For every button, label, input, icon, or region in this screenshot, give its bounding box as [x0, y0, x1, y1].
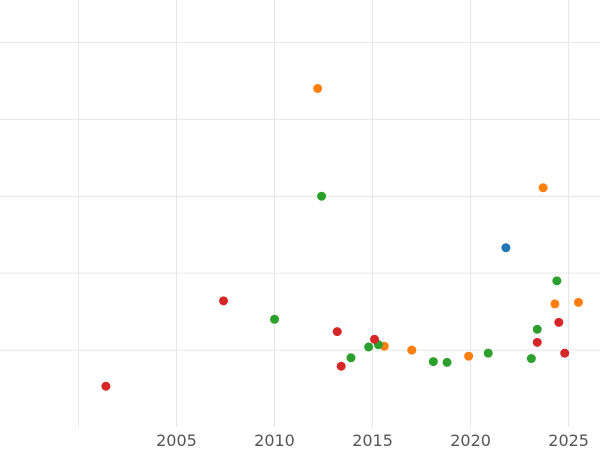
- data-point: [428, 357, 438, 367]
- data-point: [313, 83, 323, 93]
- data-point: [317, 191, 327, 201]
- data-point: [336, 361, 346, 371]
- data-point: [526, 354, 536, 364]
- data-point: [550, 299, 560, 309]
- data-point: [573, 297, 583, 307]
- data-point: [483, 348, 493, 358]
- x-tick-label: 2025: [548, 431, 589, 450]
- data-point: [552, 276, 562, 286]
- data-point: [501, 243, 511, 253]
- x-tick-label: 2010: [254, 431, 295, 450]
- data-point: [560, 348, 570, 358]
- data-point: [464, 351, 474, 361]
- x-tick-label: 2020: [450, 431, 491, 450]
- data-point: [101, 381, 111, 391]
- data-point: [538, 183, 548, 193]
- data-points: [101, 83, 583, 391]
- x-tick-label: 2015: [352, 431, 393, 450]
- data-point: [532, 337, 542, 347]
- data-point: [346, 353, 356, 363]
- data-point: [370, 334, 380, 344]
- data-point: [364, 342, 374, 352]
- data-point: [442, 357, 452, 367]
- x-axis-ticks: 2005 2010 2015 2020 2025: [156, 431, 589, 450]
- data-point: [219, 296, 229, 306]
- grid: [0, 0, 600, 427]
- data-point: [554, 317, 564, 327]
- x-tick-label: 2005: [156, 431, 197, 450]
- data-point: [532, 324, 542, 334]
- data-point: [270, 314, 280, 324]
- data-point: [332, 327, 342, 337]
- data-point: [407, 345, 417, 355]
